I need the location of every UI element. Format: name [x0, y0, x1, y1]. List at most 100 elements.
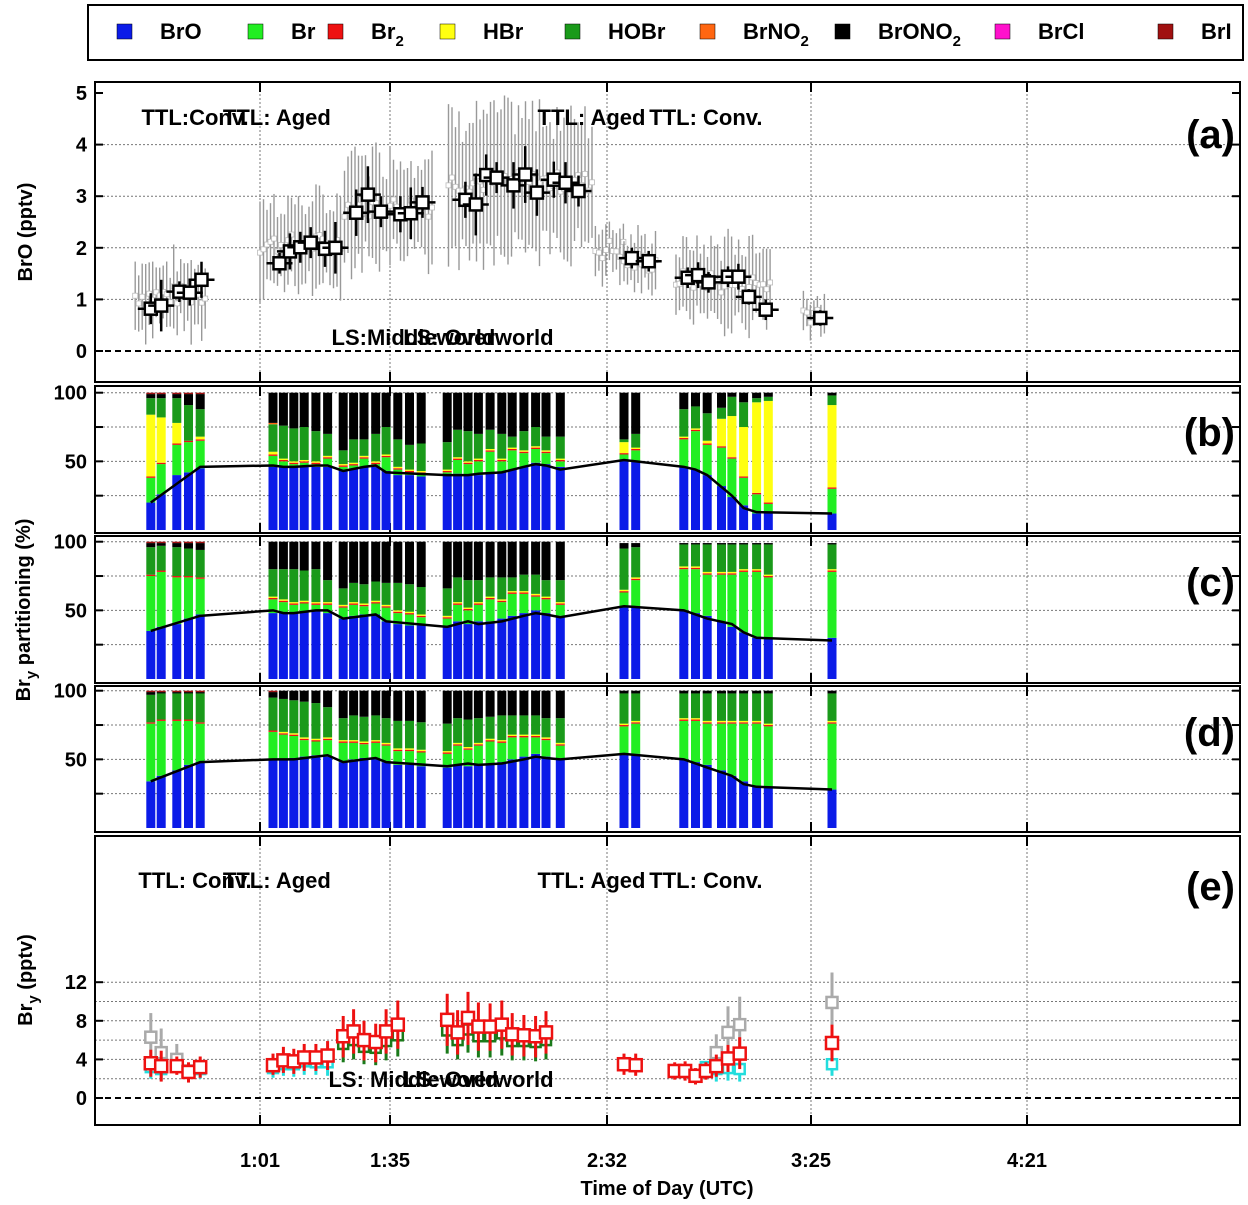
bar-d-8-hbr — [299, 737, 309, 739]
bar-c-38-hobr — [752, 544, 762, 570]
bar-d-29-bro — [555, 759, 565, 828]
bar-c-0-br — [146, 576, 156, 631]
bro-point-36 — [813, 310, 828, 326]
bar-b-11-bro — [338, 469, 348, 530]
bar-b-4-br2 — [195, 439, 205, 441]
bar-d-3-hobr — [184, 693, 193, 720]
bar-d-36-brono2 — [727, 690, 737, 694]
bar-b-32-br — [679, 439, 689, 467]
bar-c-14-hobr — [371, 581, 381, 601]
bar-d-8-br — [299, 740, 309, 757]
bar-d-12-br — [349, 742, 359, 760]
bar-b-22-br — [473, 461, 483, 476]
bar-c-33-bro — [691, 613, 700, 679]
bar-c-12-br2 — [349, 603, 359, 605]
bar-b-19-br2 — [442, 470, 452, 473]
bar-b-24-br2 — [497, 459, 507, 462]
bar-b-8-brono2 — [299, 392, 309, 428]
bar-b-38-hbr — [752, 402, 762, 493]
bar-c-17-hbr — [405, 611, 414, 614]
bar-d-29-br — [555, 745, 565, 760]
bar-d-32-hbr — [679, 718, 689, 720]
bar-b-2-hobr — [172, 398, 182, 423]
bro-range-point — [153, 289, 160, 296]
bro-point-34 — [741, 289, 757, 305]
bar-d-26-hbr — [519, 734, 529, 737]
bar-b-21-br2 — [463, 462, 473, 465]
bar-d-6-hobr — [278, 698, 288, 732]
bar-b-15-br2 — [381, 455, 391, 458]
bar-c-36-brono2 — [727, 543, 737, 545]
bro-range-point — [613, 248, 620, 255]
bar-c-9-hbr — [311, 602, 321, 604]
bar-c-30-brono2 — [619, 543, 629, 549]
bar-d-27-bro — [531, 753, 541, 828]
bar-b-29-hbr — [555, 458, 565, 460]
bar-c-22-brono2 — [473, 541, 483, 581]
bar-c-24-hobr — [497, 577, 507, 600]
bar-c-21-br — [463, 610, 473, 625]
bar-c-40-hobr — [827, 544, 837, 570]
legend-entry-bri: BrI — [1157, 19, 1232, 44]
bar-c-23-hobr — [485, 577, 495, 597]
bar-c-4-brono2 — [195, 543, 205, 550]
bar-b-40-br — [827, 488, 837, 514]
bar-b-17-brono2 — [405, 392, 414, 445]
bar-d-13-brono2 — [359, 690, 369, 717]
bar-d-14-bro — [371, 759, 381, 828]
bar-d-12-bro — [349, 759, 359, 828]
legend-entry-brono2: BrONO2 — [834, 19, 961, 50]
bar-c-13-bro — [359, 614, 369, 679]
bar-d-24-hbr — [497, 740, 507, 742]
bry-red-point-33 — [709, 1058, 724, 1074]
bar-c-17-bro — [405, 625, 414, 679]
bar-c-22-hobr — [473, 580, 483, 603]
legend-swatch-bri — [1157, 23, 1174, 40]
bar-d-2-brono2 — [172, 692, 182, 694]
bar-c-30-br2 — [619, 591, 629, 593]
bar-b-9-bro — [311, 466, 321, 530]
bar-d-27-hbr — [531, 734, 541, 737]
bar-d-20-br — [453, 745, 463, 765]
bar-b-4-br — [195, 440, 205, 469]
bar-b-2-hbr — [172, 422, 182, 444]
bar-d-6-bro — [278, 759, 288, 828]
bar-d-18-brono2 — [416, 690, 426, 723]
legend-label-main: BrO — [160, 19, 202, 44]
bar-b-10-hbr — [323, 455, 333, 458]
bar-d-33-br2 — [691, 719, 700, 721]
anno-e-0: TTL: Conv. — [138, 868, 251, 893]
bry-red-point-12 — [346, 1024, 361, 1039]
bar-d-22-br — [473, 745, 483, 765]
bar-d-3-br2 — [184, 719, 193, 721]
bar-d-5-br — [268, 731, 278, 760]
legend-swatch-br2 — [327, 23, 344, 40]
bar-d-22-brono2 — [473, 690, 483, 719]
bar-b-33-bro — [691, 469, 700, 530]
bry-red-point-36 — [824, 1035, 840, 1051]
bar-c-33-br2 — [691, 567, 700, 570]
bar-d-39-br2 — [763, 725, 773, 727]
bar-c-37-hbr — [739, 569, 749, 571]
bar-c-38-hbr — [752, 569, 762, 571]
bar-c-14-bro — [371, 614, 381, 679]
bar-d-40-br — [827, 723, 837, 790]
bar-d-27-brono2 — [531, 690, 541, 716]
bar-b-27-hbr — [531, 446, 541, 448]
bar-d-33-brono2 — [691, 690, 700, 694]
bar-c-21-hobr — [463, 580, 473, 608]
bro-range-point — [139, 293, 146, 300]
bro-range-point — [267, 238, 274, 245]
bar-c-27-br2 — [531, 595, 541, 597]
bar-c-34-br2 — [702, 573, 712, 575]
bar-c-22-br — [473, 604, 483, 622]
bar-c-16-br — [393, 613, 403, 625]
bar-c-18-br — [416, 617, 426, 626]
bar-b-25-hbr — [507, 447, 517, 449]
bar-b-17-bro — [405, 475, 414, 530]
bar-c-10-br — [323, 604, 333, 614]
bar-c-34-br — [702, 574, 712, 616]
bar-d-35-hobr — [717, 693, 726, 721]
bar-c-40-hbr — [827, 569, 837, 571]
bar-c-31-bro — [631, 607, 641, 679]
